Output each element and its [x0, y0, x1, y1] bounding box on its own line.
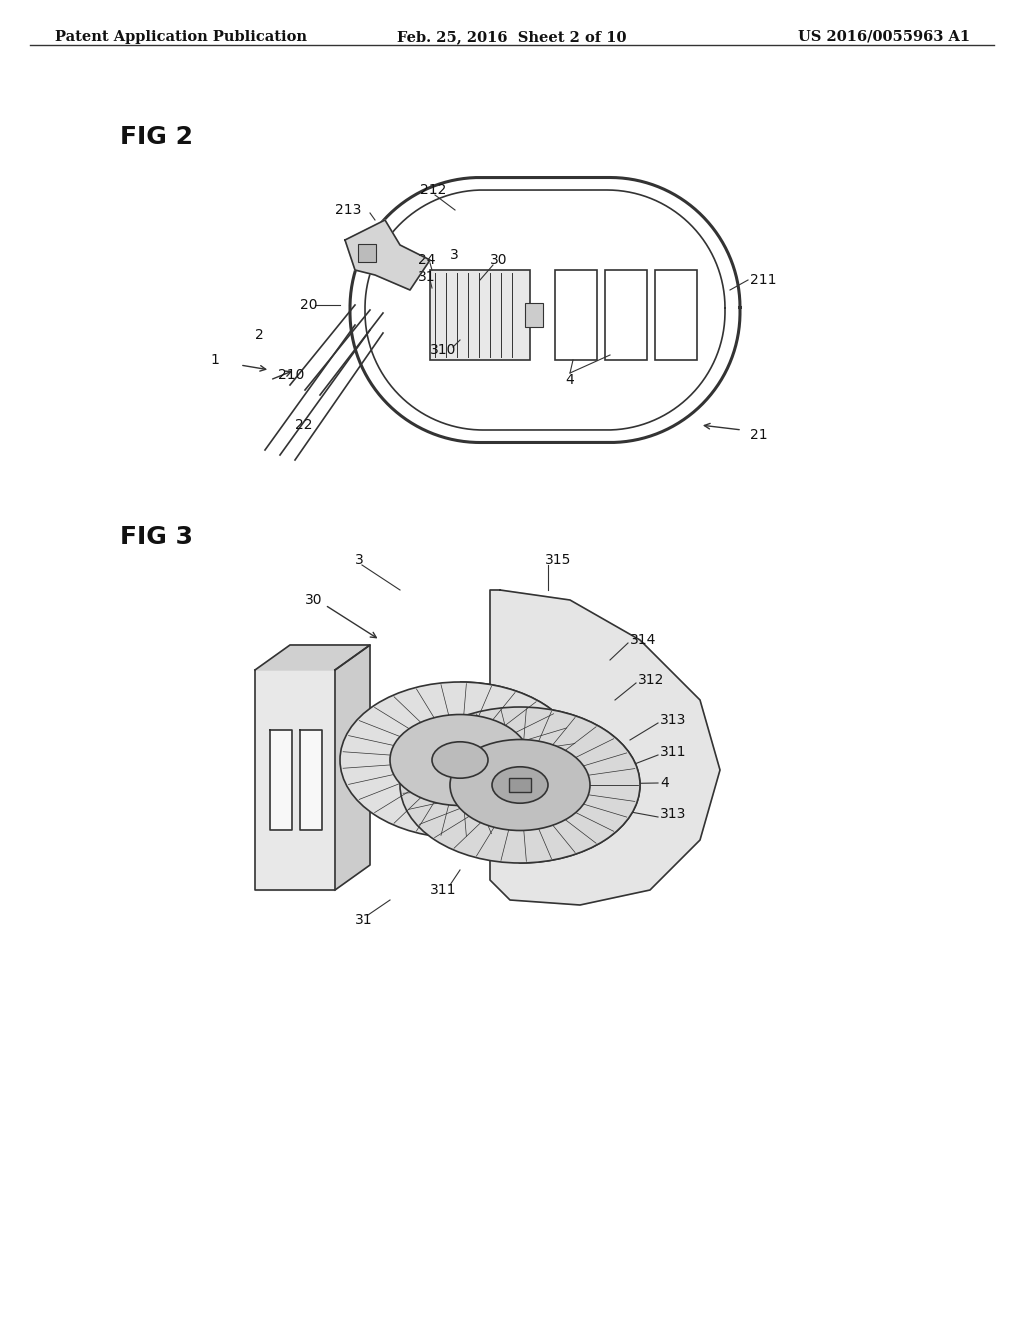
Text: 211: 211	[750, 273, 776, 286]
Polygon shape	[270, 730, 292, 830]
Bar	[655, 271, 697, 360]
Bar	[605, 271, 647, 360]
Text: 22: 22	[295, 418, 312, 432]
Text: 3: 3	[450, 248, 459, 261]
Ellipse shape	[340, 682, 580, 838]
Ellipse shape	[400, 708, 640, 863]
Text: 315: 315	[545, 553, 571, 568]
Text: 311: 311	[430, 883, 457, 898]
Text: 30: 30	[305, 593, 323, 607]
Text: 1: 1	[210, 352, 219, 367]
Polygon shape	[300, 730, 322, 830]
Polygon shape	[255, 645, 370, 671]
Text: 310: 310	[430, 343, 457, 356]
Ellipse shape	[432, 742, 488, 779]
Text: 210: 210	[278, 368, 304, 381]
Text: 213: 213	[335, 203, 361, 216]
Text: US 2016/0055963 A1: US 2016/0055963 A1	[798, 30, 970, 44]
Text: Feb. 25, 2016  Sheet 2 of 10: Feb. 25, 2016 Sheet 2 of 10	[397, 30, 627, 44]
Text: 313: 313	[660, 713, 686, 727]
Text: FIG 2: FIG 2	[120, 125, 193, 149]
Polygon shape	[255, 671, 335, 890]
Bar	[555, 271, 597, 360]
Text: 311: 311	[660, 744, 686, 759]
Text: 4: 4	[565, 374, 573, 387]
Bar	[430, 271, 530, 360]
Bar	[358, 244, 376, 261]
Polygon shape	[490, 590, 720, 906]
Text: 312: 312	[638, 673, 665, 686]
Text: 4: 4	[660, 776, 669, 789]
Text: 314: 314	[630, 634, 656, 647]
Text: 24: 24	[418, 253, 435, 267]
Text: 30: 30	[490, 253, 508, 267]
Text: 313: 313	[660, 807, 686, 821]
Ellipse shape	[450, 739, 590, 830]
Polygon shape	[345, 220, 430, 290]
Polygon shape	[460, 682, 640, 863]
Text: Patent Application Publication: Patent Application Publication	[55, 30, 307, 44]
Text: 31: 31	[418, 271, 435, 284]
Text: FIG 3: FIG 3	[120, 525, 193, 549]
Bar	[525, 304, 543, 327]
Ellipse shape	[492, 767, 548, 803]
Text: 31: 31	[355, 913, 373, 927]
Text: 2: 2	[255, 327, 264, 342]
Text: 20: 20	[300, 298, 317, 312]
Text: 3: 3	[355, 553, 364, 568]
Polygon shape	[335, 645, 370, 890]
Bar	[509, 777, 531, 792]
Text: 21: 21	[750, 428, 768, 442]
Text: 212: 212	[420, 183, 446, 197]
Ellipse shape	[390, 714, 530, 805]
